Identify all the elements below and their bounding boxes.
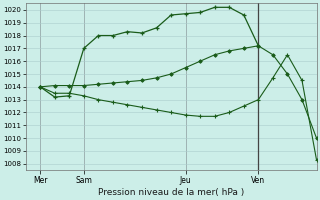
X-axis label: Pression niveau de la mer( hPa ): Pression niveau de la mer( hPa ) — [98, 188, 244, 197]
